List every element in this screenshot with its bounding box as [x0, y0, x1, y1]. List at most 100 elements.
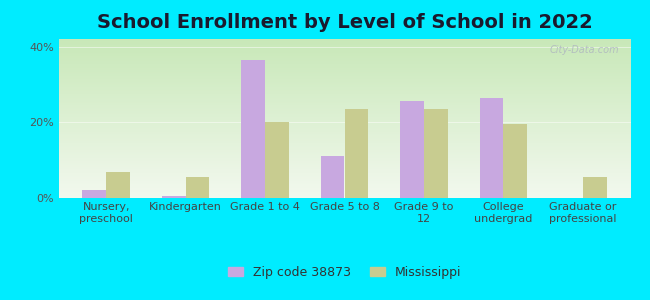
Bar	[58, 51, 630, 52]
Bar	[424, 109, 448, 198]
Bar	[58, 195, 630, 196]
Bar	[58, 40, 630, 41]
Bar	[186, 177, 209, 198]
Bar	[58, 93, 630, 94]
Bar	[58, 173, 630, 174]
Bar	[583, 177, 606, 198]
Bar	[58, 101, 630, 102]
Bar	[503, 124, 527, 198]
Bar	[58, 197, 630, 198]
Bar	[58, 169, 630, 170]
Bar	[58, 177, 630, 178]
Bar	[58, 159, 630, 160]
Bar	[58, 160, 630, 161]
Bar	[58, 124, 630, 125]
Bar	[58, 132, 630, 133]
Bar	[58, 104, 630, 105]
Bar	[58, 84, 630, 85]
Bar	[58, 161, 630, 162]
Bar	[480, 98, 503, 198]
Bar	[58, 64, 630, 65]
Bar	[58, 89, 630, 90]
Bar	[58, 110, 630, 111]
Bar	[58, 144, 630, 145]
Bar	[58, 111, 630, 112]
Bar	[58, 74, 630, 75]
Bar	[58, 154, 630, 155]
Bar	[58, 123, 630, 124]
Title: School Enrollment by Level of School in 2022: School Enrollment by Level of School in …	[97, 13, 592, 32]
Bar	[58, 163, 630, 164]
Bar	[58, 55, 630, 56]
Bar	[58, 138, 630, 139]
Bar	[58, 196, 630, 197]
Bar	[58, 49, 630, 50]
Bar	[162, 196, 186, 198]
Bar	[58, 40, 630, 41]
Bar	[58, 171, 630, 172]
Bar	[58, 48, 630, 49]
Bar	[58, 90, 630, 91]
Bar	[58, 43, 630, 44]
Bar	[58, 103, 630, 104]
Bar	[58, 67, 630, 68]
Bar	[58, 78, 630, 79]
Bar	[58, 193, 630, 194]
Bar	[58, 95, 630, 96]
Bar	[58, 112, 630, 113]
Bar	[58, 65, 630, 66]
Bar	[58, 86, 630, 87]
Bar	[58, 185, 630, 186]
Bar	[58, 126, 630, 127]
Bar	[58, 52, 630, 53]
Bar	[58, 129, 630, 130]
Bar	[58, 57, 630, 58]
Bar	[58, 42, 630, 43]
Bar	[58, 41, 630, 42]
Bar	[58, 53, 630, 54]
Bar	[58, 76, 630, 77]
Bar	[58, 58, 630, 59]
Bar	[58, 94, 630, 95]
Bar	[58, 164, 630, 165]
Bar	[58, 69, 630, 70]
Bar	[58, 145, 630, 146]
Bar	[58, 136, 630, 137]
Bar	[58, 148, 630, 149]
Bar	[58, 73, 630, 74]
Bar	[58, 75, 630, 76]
Bar	[58, 178, 630, 179]
Bar	[344, 109, 369, 198]
Bar	[58, 77, 630, 78]
Bar	[58, 100, 630, 101]
Bar	[58, 96, 630, 97]
Bar	[58, 135, 630, 136]
Bar	[58, 117, 630, 118]
Bar	[58, 70, 630, 71]
Bar	[58, 114, 630, 115]
Bar	[58, 150, 630, 151]
Bar	[58, 98, 630, 99]
Bar	[58, 165, 630, 166]
Bar	[58, 81, 630, 82]
Bar	[58, 184, 630, 185]
Bar	[58, 140, 630, 141]
Bar	[58, 176, 630, 177]
Bar	[58, 130, 630, 131]
Bar	[58, 139, 630, 140]
Bar	[58, 45, 630, 46]
Bar	[58, 88, 630, 89]
Bar	[58, 97, 630, 98]
Bar	[106, 172, 130, 198]
Bar	[58, 180, 630, 181]
Bar	[58, 92, 630, 93]
Bar	[58, 50, 630, 51]
Bar	[58, 172, 630, 173]
Bar	[58, 115, 630, 116]
Bar	[58, 127, 630, 128]
Bar	[58, 87, 630, 88]
Text: City-Data.com: City-Data.com	[549, 45, 619, 56]
Bar	[58, 166, 630, 167]
Bar	[58, 102, 630, 103]
Bar	[58, 186, 630, 187]
